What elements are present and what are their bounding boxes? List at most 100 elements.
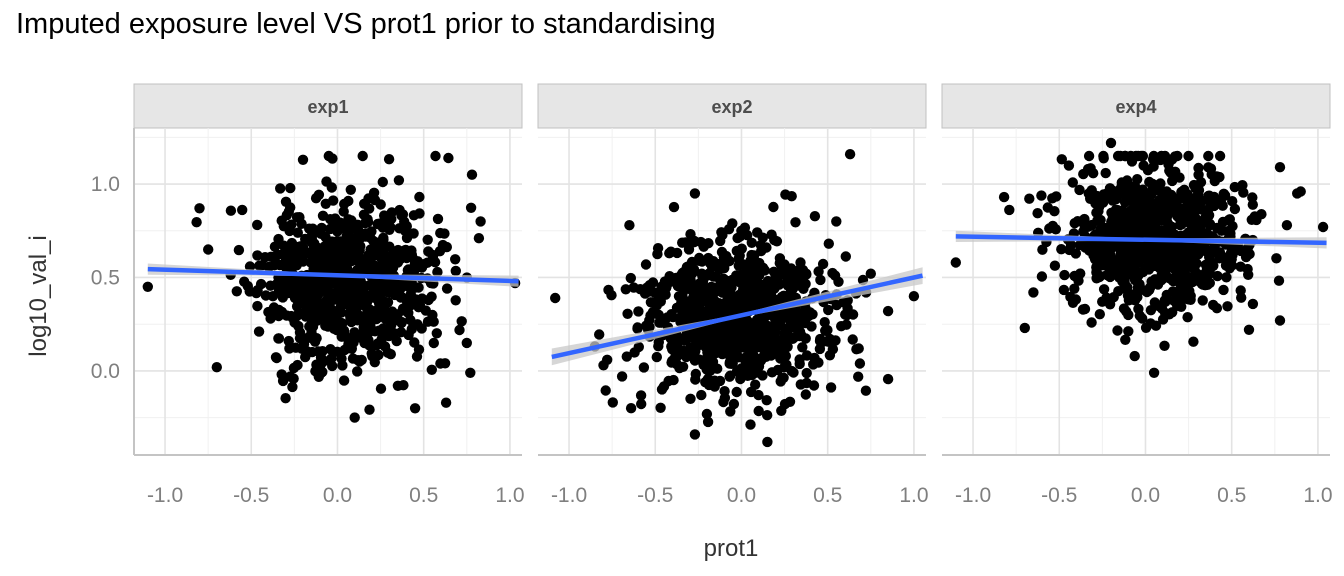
data-point bbox=[211, 362, 222, 373]
data-point bbox=[1148, 367, 1160, 378]
data-point bbox=[408, 210, 420, 221]
data-point bbox=[317, 346, 328, 357]
data-point bbox=[430, 150, 441, 162]
data-point bbox=[377, 222, 389, 233]
data-point bbox=[203, 244, 214, 255]
data-point bbox=[694, 252, 705, 264]
data-point bbox=[330, 313, 341, 324]
data-point bbox=[632, 323, 643, 334]
data-point bbox=[397, 303, 409, 314]
data-point bbox=[606, 290, 617, 301]
data-point bbox=[367, 262, 378, 274]
data-point bbox=[1110, 264, 1121, 275]
data-point bbox=[688, 291, 699, 302]
data-point bbox=[288, 373, 299, 384]
data-point bbox=[378, 232, 389, 244]
data-point bbox=[681, 351, 692, 363]
data-point bbox=[780, 189, 791, 200]
data-point bbox=[727, 298, 738, 310]
data-point bbox=[823, 304, 834, 316]
data-point bbox=[1214, 150, 1226, 162]
data-point bbox=[655, 296, 666, 307]
data-point bbox=[724, 371, 735, 382]
data-point bbox=[321, 295, 332, 307]
data-point bbox=[295, 241, 306, 252]
data-point bbox=[1074, 184, 1085, 196]
data-point bbox=[1047, 220, 1059, 232]
data-point bbox=[774, 253, 786, 264]
data-point bbox=[1163, 159, 1174, 170]
data-point bbox=[882, 373, 894, 385]
data-point bbox=[831, 216, 842, 227]
data-point bbox=[723, 224, 735, 235]
data-point bbox=[1036, 190, 1047, 201]
data-point bbox=[345, 232, 357, 243]
data-point bbox=[663, 375, 674, 387]
x-tick-label: -0.5 bbox=[233, 484, 269, 507]
data-point bbox=[703, 238, 714, 249]
data-point bbox=[395, 327, 407, 338]
data-point bbox=[1105, 137, 1117, 149]
data-point bbox=[819, 317, 830, 328]
data-point bbox=[300, 351, 311, 363]
data-point bbox=[690, 368, 701, 380]
data-point bbox=[682, 261, 694, 272]
data-point bbox=[335, 302, 346, 314]
points-exp2 bbox=[550, 149, 920, 448]
data-point bbox=[789, 315, 800, 326]
data-point bbox=[797, 264, 809, 276]
data-point bbox=[422, 257, 433, 268]
data-point bbox=[416, 293, 428, 304]
data-point bbox=[674, 362, 685, 374]
x-tick-label: 0.5 bbox=[409, 484, 438, 507]
data-point bbox=[1176, 187, 1187, 199]
data-point bbox=[450, 265, 461, 277]
data-point bbox=[666, 341, 677, 352]
data-point bbox=[1197, 295, 1208, 306]
data-point bbox=[313, 286, 325, 298]
strip-exp4 bbox=[941, 83, 1331, 129]
data-point bbox=[853, 343, 864, 354]
data-point bbox=[665, 333, 676, 344]
data-point bbox=[1191, 197, 1202, 208]
data-point bbox=[1110, 192, 1122, 203]
data-point bbox=[1028, 287, 1039, 298]
data-point bbox=[1102, 248, 1113, 259]
data-point bbox=[1086, 185, 1097, 196]
data-point bbox=[1067, 177, 1079, 188]
data-point bbox=[777, 373, 788, 384]
data-point bbox=[1184, 274, 1195, 285]
data-point bbox=[348, 276, 360, 288]
data-point bbox=[269, 260, 280, 271]
data-point bbox=[1224, 214, 1236, 225]
strip-label-exp1: exp1 bbox=[307, 97, 348, 117]
data-point bbox=[357, 150, 368, 162]
data-point bbox=[1032, 208, 1043, 219]
data-point bbox=[1274, 315, 1286, 326]
data-point bbox=[432, 213, 444, 225]
data-point bbox=[1139, 200, 1151, 212]
x-axis-title: prot1 bbox=[704, 535, 759, 562]
data-point bbox=[381, 325, 392, 337]
data-point bbox=[762, 436, 773, 448]
data-point bbox=[450, 295, 461, 306]
data-point bbox=[339, 344, 350, 356]
data-point bbox=[362, 214, 373, 225]
data-point bbox=[1229, 203, 1241, 215]
data-point bbox=[255, 278, 267, 290]
data-point bbox=[768, 201, 779, 213]
data-point bbox=[244, 286, 255, 297]
data-point bbox=[1193, 162, 1204, 174]
x-tick-label: 0.5 bbox=[813, 484, 842, 507]
data-point bbox=[345, 184, 356, 195]
data-point bbox=[998, 191, 1010, 203]
data-point bbox=[788, 367, 799, 378]
data-point bbox=[1077, 304, 1089, 315]
data-point bbox=[1219, 190, 1231, 201]
data-point bbox=[790, 217, 801, 228]
data-point bbox=[801, 367, 812, 379]
data-point bbox=[1274, 162, 1286, 173]
data-point bbox=[1024, 193, 1035, 204]
data-point bbox=[1159, 150, 1171, 162]
data-point bbox=[267, 291, 279, 302]
